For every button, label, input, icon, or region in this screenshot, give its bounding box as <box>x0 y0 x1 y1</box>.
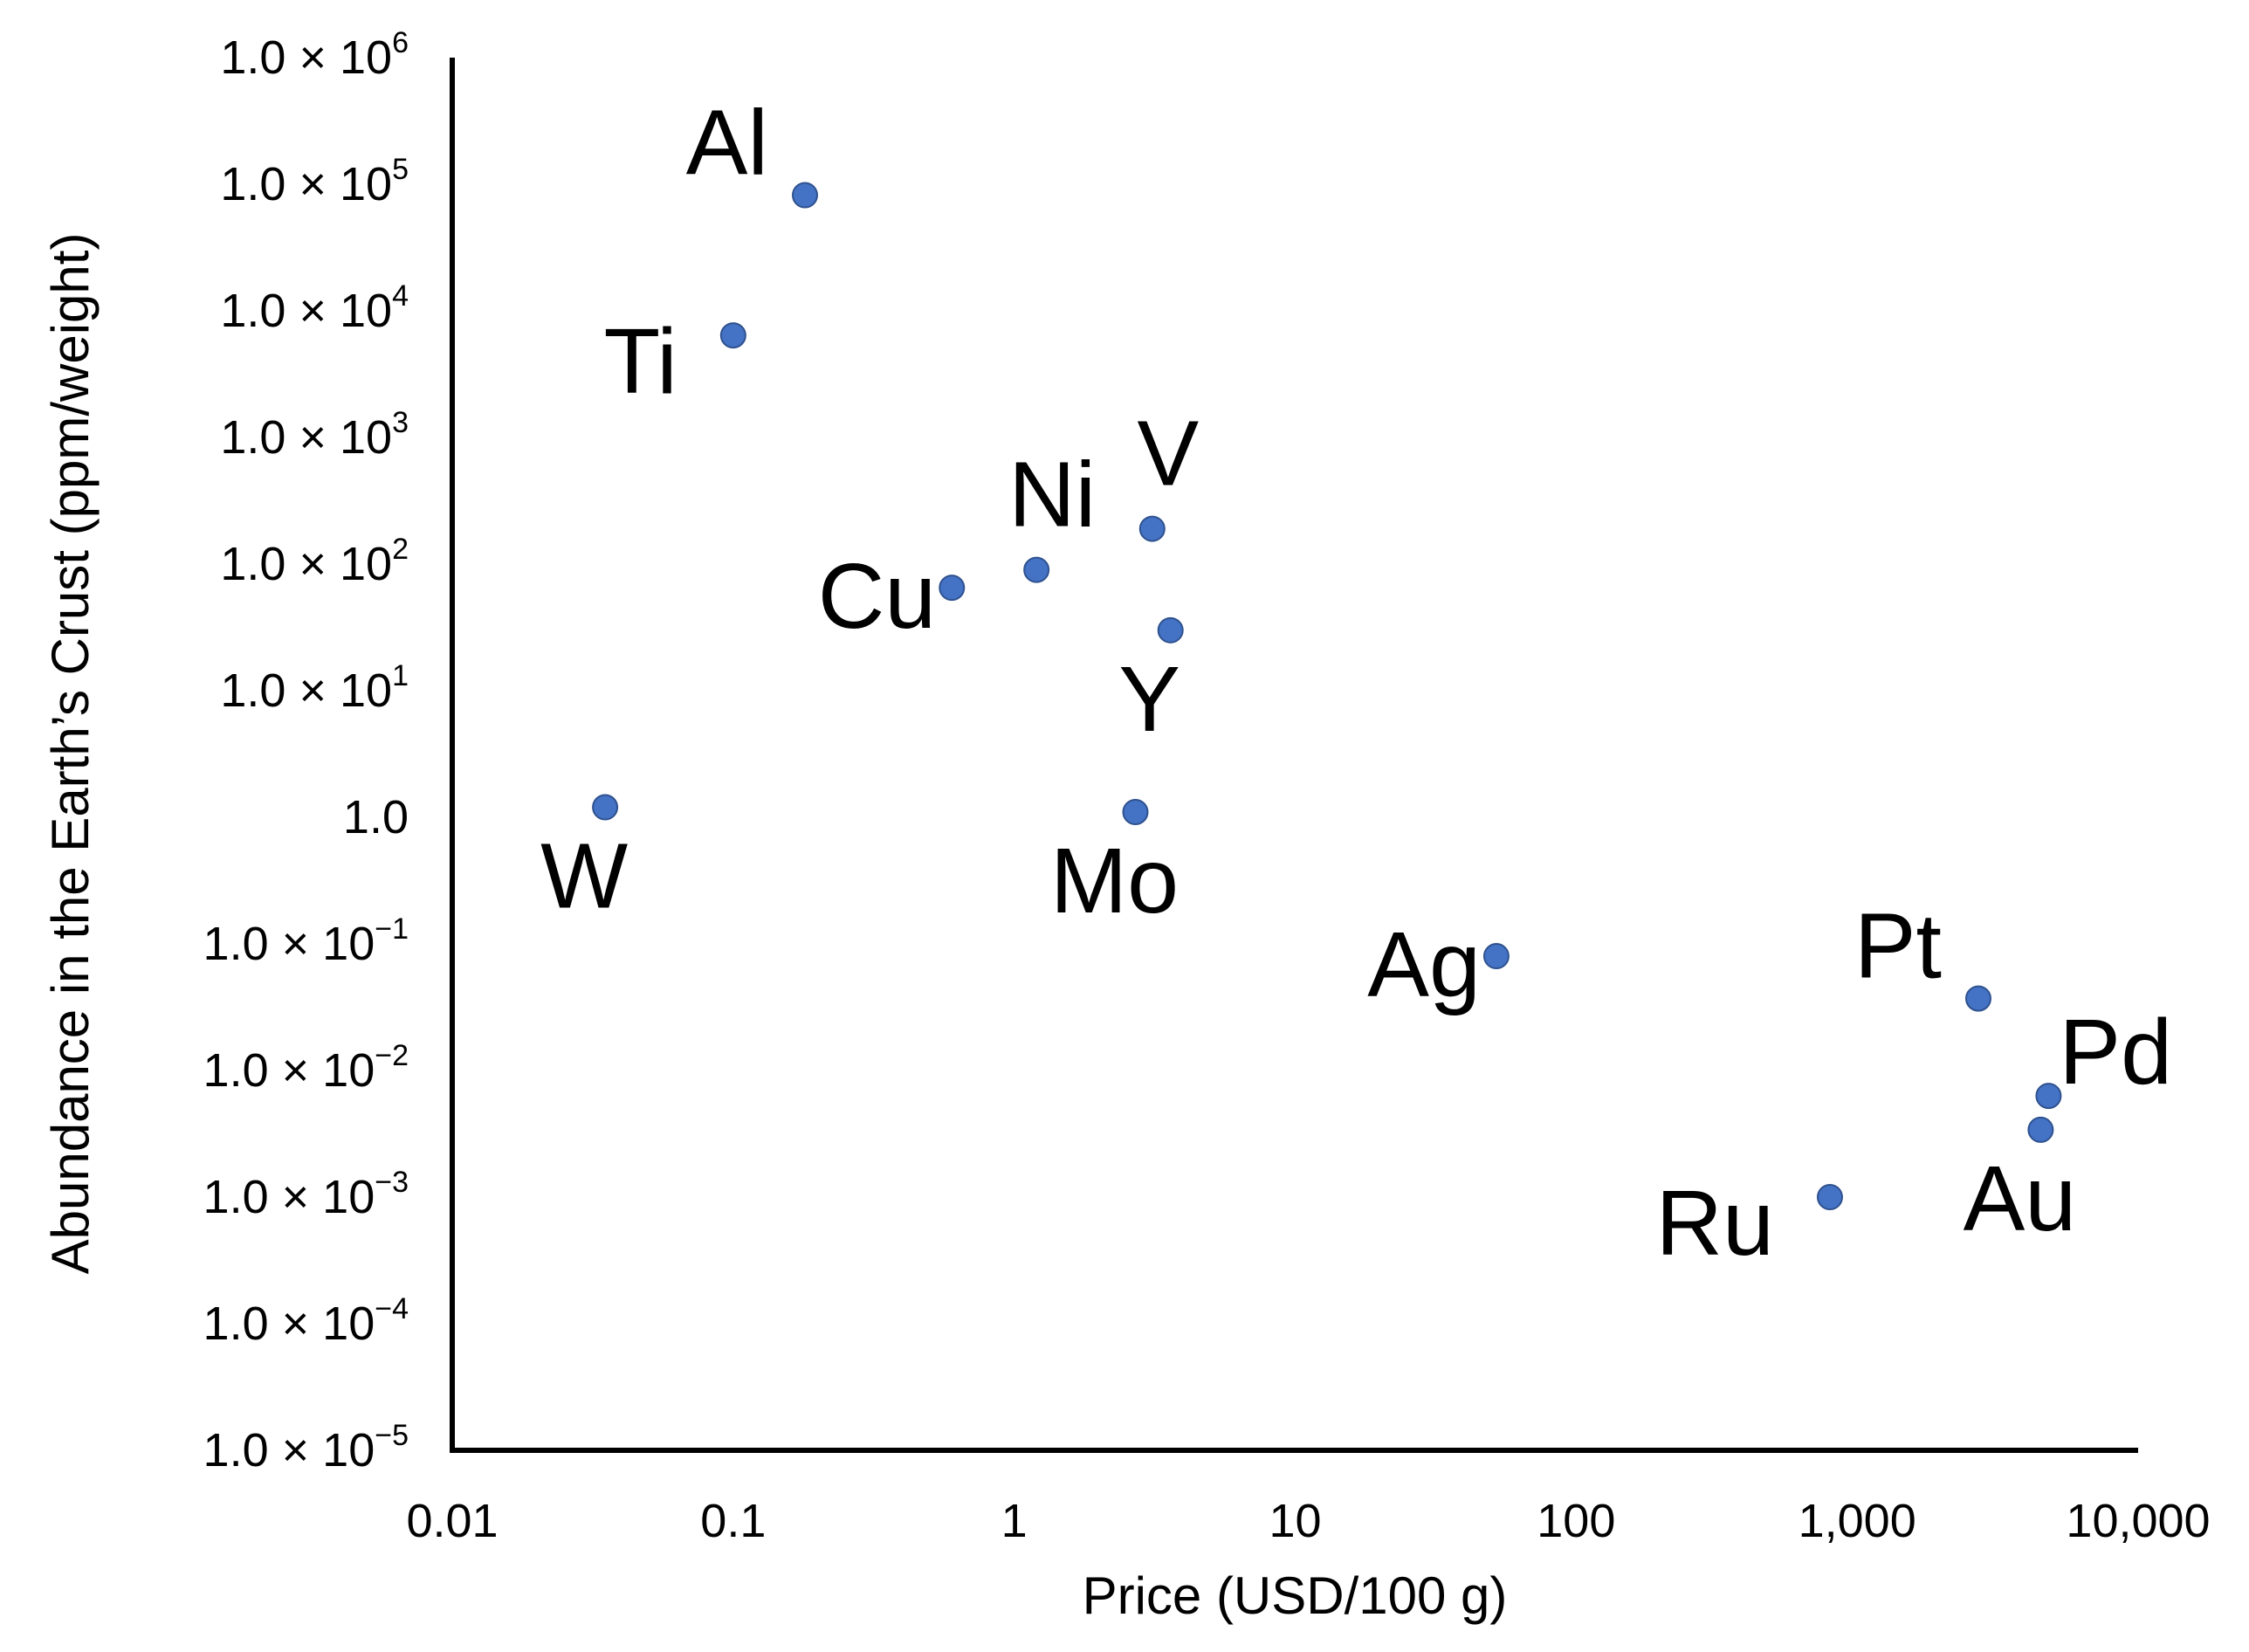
y-tick-mantissa: 1.0 × 10 <box>220 158 392 210</box>
y-tick-label: 1.0 × 10−3 <box>203 1166 409 1223</box>
point-label-mo: Mo <box>1050 829 1179 933</box>
y-tick-label: 1.0 × 101 <box>220 659 409 717</box>
point-label-pt: Pt <box>1854 895 1942 998</box>
point-label-ag: Ag <box>1367 913 1481 1016</box>
point-label-ru: Ru <box>1655 1172 1774 1275</box>
y-tick-mantissa: 1.0 × 10 <box>203 1298 375 1350</box>
x-tick-label: 0.01 <box>406 1495 498 1547</box>
y-tick-mantissa: 1.0 × 10 <box>220 31 392 84</box>
x-tick-labels: 0.01 0.1 1 10 100 1,000 10,000 <box>406 1495 2210 1547</box>
point-label-w: W <box>540 825 628 928</box>
data-point-pd <box>2035 1083 2062 1110</box>
y-tick-exponent: 6 <box>392 26 409 59</box>
point-labels: Al Ti Ni V Cu Y W Mo Ag Pt Pd Au Ru <box>540 91 2172 1275</box>
data-point-al <box>791 182 818 209</box>
y-tick-label: 1.0 × 10−2 <box>203 1039 409 1097</box>
x-tick-label: 0.1 <box>700 1495 766 1547</box>
point-label-ni: Ni <box>1008 444 1096 547</box>
chart-axes <box>450 58 2138 1453</box>
y-tick-mantissa: 1.0 × 10 <box>220 411 392 464</box>
point-label-y: Y <box>1118 648 1180 751</box>
y-tick-exponent: −5 <box>375 1419 409 1452</box>
data-point-v <box>1138 515 1166 542</box>
point-label-v: V <box>1137 403 1199 506</box>
y-tick-mantissa: 1.0 × 10 <box>220 538 392 590</box>
y-tick-mantissa: 1.0 × 10 <box>220 664 392 717</box>
y-tick-exponent: 4 <box>392 279 409 313</box>
y-tick-label: 1.0 × 10−4 <box>203 1292 409 1350</box>
y-tick-label: 1.0 × 103 <box>220 406 409 464</box>
x-tick-label: 10 <box>1269 1495 1321 1547</box>
data-point-ti <box>719 322 746 349</box>
y-tick-exponent: 1 <box>392 659 409 692</box>
x-tick-label: 1,000 <box>1799 1495 1916 1547</box>
y-tick-exponent: 5 <box>392 153 409 186</box>
y-tick-mantissa: 1.0 <box>343 791 409 843</box>
data-point-ni <box>1023 556 1050 583</box>
y-tick-label: 1.0 × 106 <box>220 26 409 84</box>
y-tick-exponent: −1 <box>375 912 409 946</box>
data-point-y <box>1157 616 1184 644</box>
data-point-ru <box>1816 1184 1843 1210</box>
point-label-au: Au <box>1964 1147 2077 1250</box>
x-tick-label: 1 <box>1001 1495 1028 1547</box>
y-tick-mantissa: 1.0 × 10 <box>203 918 375 970</box>
y-tick-mantissa: 1.0 × 10 <box>203 1171 375 1223</box>
point-label-al: Al <box>686 91 768 194</box>
point-label-pd: Pd <box>2059 1001 2172 1104</box>
y-tick-exponent: −4 <box>375 1292 409 1325</box>
y-tick-exponent: −3 <box>375 1166 409 1199</box>
data-point-mo <box>1122 798 1149 825</box>
point-label-cu: Cu <box>818 545 937 648</box>
data-point-pt <box>1964 985 1991 1012</box>
y-axis-title: Abundance in the Earth’s Crust (ppm/weig… <box>41 233 100 1275</box>
y-tick-label: 1.0 × 102 <box>220 533 409 590</box>
y-tick-mantissa: 1.0 × 10 <box>220 285 392 337</box>
y-tick-mantissa: 1.0 × 10 <box>203 1424 375 1476</box>
data-points <box>592 182 2062 1210</box>
y-tick-exponent: 2 <box>392 533 409 566</box>
x-tick-label: 100 <box>1537 1495 1615 1547</box>
y-tick-label: 1.0 × 105 <box>220 153 409 210</box>
y-tick-exponent: −2 <box>375 1039 409 1072</box>
data-point-ag <box>1482 943 1510 970</box>
point-label-ti: Ti <box>603 310 677 413</box>
data-point-cu <box>939 575 966 602</box>
y-tick-mantissa: 1.0 × 10 <box>203 1044 375 1097</box>
data-point-w <box>592 794 619 821</box>
y-tick-label: 1.0 × 10−1 <box>203 912 409 970</box>
x-tick-label: 10,000 <box>2066 1495 2210 1547</box>
x-axis-title: Price (USD/100 g) <box>1083 1566 1508 1625</box>
y-tick-label: 1.0 × 104 <box>220 279 409 337</box>
y-tick-label: 1.0 × 10−5 <box>203 1419 409 1476</box>
y-tick-label: 1.0 <box>343 791 409 843</box>
data-point-au <box>2027 1116 2054 1143</box>
y-tick-exponent: 3 <box>392 406 409 439</box>
